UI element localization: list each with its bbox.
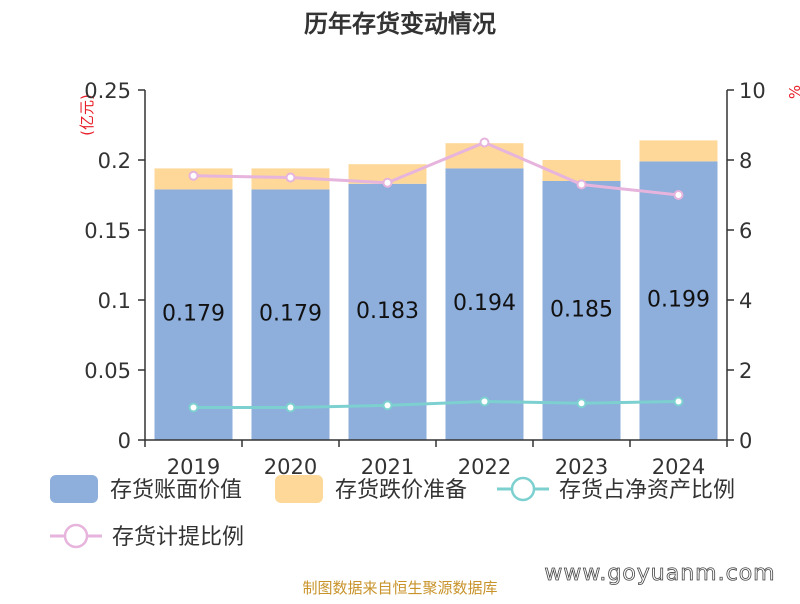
bar-impairment-2024 bbox=[639, 140, 718, 162]
legend-label-impairment: 存货跌价准备 bbox=[335, 478, 467, 503]
bar-book-value-2023 bbox=[542, 181, 621, 440]
x-tick-label-2022: 2022 bbox=[458, 455, 511, 479]
point-provision-ratio-2021 bbox=[382, 177, 393, 188]
point-inventory-to-equity-2021 bbox=[382, 400, 393, 411]
point-inventory-to-equity-2019 bbox=[188, 402, 199, 413]
bar-impairment-2023 bbox=[542, 160, 621, 181]
bar-book-value-2020 bbox=[251, 189, 330, 440]
legend-swatch-impairment bbox=[275, 475, 323, 503]
bar-value-label-2020: 0.179 bbox=[259, 302, 322, 327]
point-inventory-to-equity-2023 bbox=[576, 398, 587, 409]
legend-swatch-inventory-to-equity-marker bbox=[510, 476, 536, 502]
legend-label-provision-ratio: 存货计提比例 bbox=[112, 525, 244, 550]
point-provision-ratio-2019 bbox=[188, 170, 199, 181]
x-tick-label-2023: 2023 bbox=[555, 455, 608, 479]
y-left-tick-label: 0.25 bbox=[84, 79, 131, 103]
y-left-tick-label: 0.2 bbox=[98, 149, 131, 173]
point-inventory-to-equity-2020 bbox=[285, 402, 296, 413]
legend-swatch-book-value bbox=[50, 475, 98, 503]
y-right-tick-label: 0 bbox=[739, 429, 752, 453]
chart-title: 历年存货变动情况 bbox=[304, 10, 496, 38]
bar-value-label-2024: 0.199 bbox=[647, 288, 710, 313]
x-tick-label-2019: 2019 bbox=[167, 455, 220, 479]
point-provision-ratio-2020 bbox=[285, 172, 296, 183]
watermark: www.goyuanm.com bbox=[544, 561, 775, 586]
point-provision-ratio-2022 bbox=[479, 137, 490, 148]
y-left-tick-label: 0 bbox=[118, 429, 131, 453]
x-tick-label-2021: 2021 bbox=[361, 455, 414, 479]
line-inventory-to-equity bbox=[193, 399, 679, 409]
point-provision-ratio-2023 bbox=[576, 179, 587, 190]
bar-value-label-2023: 0.185 bbox=[550, 298, 613, 323]
y-right-tick-label: 4 bbox=[739, 289, 752, 313]
x-tick-label-2024: 2024 bbox=[652, 455, 705, 479]
y-right-tick-label: 2 bbox=[739, 359, 752, 383]
y-axis-right-unit-label: % bbox=[786, 85, 800, 99]
bar-book-value-2019 bbox=[154, 189, 233, 440]
bars-layer bbox=[154, 140, 718, 441]
bar-book-value-2021 bbox=[348, 183, 427, 441]
y-right-tick-label: 10 bbox=[739, 79, 766, 103]
y-left-tick-label: 0.1 bbox=[98, 289, 131, 313]
legend-swatch-provision-ratio-marker bbox=[63, 523, 89, 549]
point-provision-ratio-2024 bbox=[673, 190, 684, 200]
bar-labels-layer: 0.179 0.179 0.183 0.194 0.185 0.199 bbox=[162, 288, 710, 327]
y-right-tick-label: 8 bbox=[739, 149, 752, 173]
bar-value-label-2019: 0.179 bbox=[162, 302, 225, 327]
lines-layer bbox=[188, 137, 684, 413]
y-axis-left-unit-label: (亿元) bbox=[78, 94, 96, 136]
point-inventory-to-equity-2024 bbox=[673, 396, 684, 407]
point-inventory-to-equity-2022 bbox=[479, 396, 490, 407]
bar-book-value-2024 bbox=[639, 161, 718, 440]
y-right-tick-label: 6 bbox=[739, 219, 752, 243]
line-provision-ratio bbox=[193, 140, 679, 197]
bar-book-value-2022 bbox=[445, 168, 524, 440]
y-left-tick-label: 0.05 bbox=[84, 359, 131, 383]
source-note: 制图数据来自恒生聚源数据库 bbox=[302, 579, 497, 597]
y-left-tick-label: 0.15 bbox=[84, 219, 131, 243]
bar-impairment-2021 bbox=[348, 164, 427, 184]
legend-label-inventory-to-equity: 存货占净资产比例 bbox=[559, 478, 735, 503]
legend-label-book-value: 存货账面价值 bbox=[110, 478, 242, 503]
bar-value-label-2022: 0.194 bbox=[453, 291, 516, 316]
bar-value-label-2021: 0.183 bbox=[356, 299, 419, 324]
